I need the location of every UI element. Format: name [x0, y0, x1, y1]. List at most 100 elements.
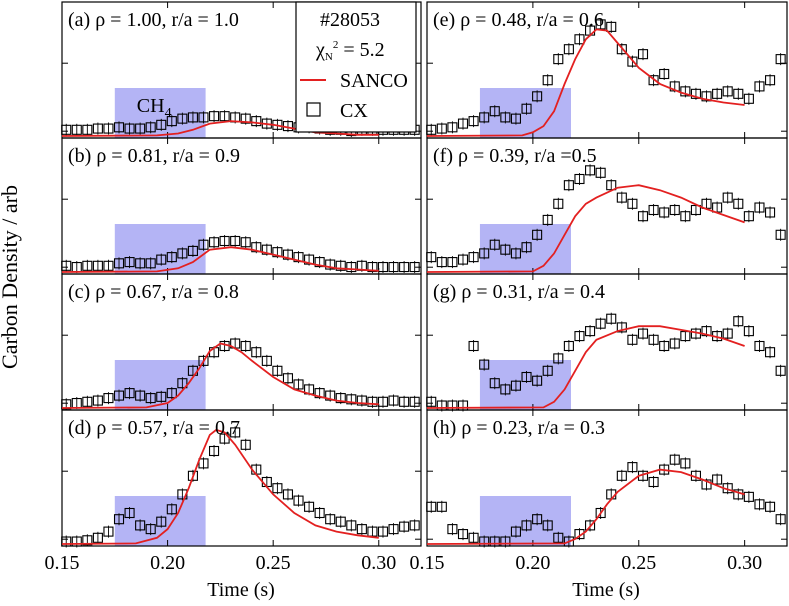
cx-point — [510, 380, 521, 391]
y-axis-label: Carbon Density / arb — [0, 185, 22, 369]
cx-point — [356, 524, 367, 535]
cx-point — [510, 113, 521, 124]
sanco-line — [61, 428, 379, 545]
cx-point — [409, 396, 420, 407]
cx-point — [92, 123, 103, 134]
cx-point — [648, 334, 659, 345]
cx-point — [553, 54, 564, 65]
cx-point — [124, 123, 135, 134]
cx-point — [103, 393, 114, 404]
chi-square-value: = 5.2 — [338, 39, 384, 61]
cx-point — [82, 124, 93, 135]
sanco-line — [426, 184, 745, 273]
cx-point — [553, 353, 564, 364]
cx-point — [606, 21, 617, 32]
cx-point — [637, 49, 649, 60]
cx-point — [616, 192, 627, 203]
cx-point — [187, 112, 198, 123]
cx-point — [240, 113, 251, 124]
cx-point — [314, 388, 325, 399]
cx-point — [521, 103, 532, 114]
cx-point — [388, 524, 399, 535]
panel-1: (b) ρ = 0.81, r/a = 0.9 — [61, 137, 422, 275]
cx-point — [293, 379, 304, 390]
cx-point — [251, 347, 262, 358]
cx-point — [426, 396, 437, 407]
cx-point — [733, 198, 744, 209]
cx-point — [775, 365, 786, 376]
sanco-line — [426, 325, 745, 409]
panel-label: (e) ρ = 0.48, r/a = 0.6 — [433, 9, 604, 31]
cx-point — [198, 458, 209, 469]
puff-window — [479, 360, 571, 410]
cx-point — [637, 211, 649, 222]
cx-point — [457, 529, 469, 540]
cx-point — [733, 316, 744, 327]
cx-point — [92, 395, 103, 406]
panel-0: (a) ρ = 1.00, r/a = 1.0 — [61, 1, 422, 139]
cx-point — [468, 116, 479, 127]
cx-point — [377, 396, 389, 407]
cx-point — [489, 378, 500, 389]
cx-point — [251, 242, 262, 253]
cx-point — [388, 395, 399, 406]
cx-point — [113, 390, 125, 401]
chi-square-label: χN2 = 5.2 — [315, 39, 385, 63]
cx-point — [113, 122, 125, 133]
puff-window — [114, 360, 206, 410]
x-tick-label: 0.15 — [410, 552, 445, 574]
cx-point — [166, 504, 177, 515]
panel-6: (g) ρ = 0.31, r/a = 0.4 — [426, 273, 788, 412]
cx-point — [669, 204, 680, 216]
cx-point — [627, 462, 638, 473]
legend-frame — [295, 1, 417, 133]
cx-point — [388, 261, 399, 273]
cx-point — [346, 520, 357, 531]
cx-point — [574, 34, 585, 45]
cx-point — [447, 122, 458, 133]
cx-point — [198, 239, 209, 250]
cx-point — [690, 88, 701, 99]
cx-point — [335, 393, 346, 404]
cx-point — [627, 334, 638, 345]
cx-point — [219, 111, 230, 122]
cx-point — [595, 507, 606, 519]
panels-layer: (a) ρ = 1.00, r/a = 1.0 (b) ρ = 0.81, r/a… — [45, 1, 788, 574]
cx-point — [272, 365, 283, 376]
cx-point — [616, 470, 627, 481]
cx-point — [500, 384, 511, 395]
x-tick-label: 0.20 — [515, 552, 550, 574]
cx-point — [532, 91, 543, 102]
cx-point — [479, 112, 490, 123]
x-tick-labels: 0.15 0.20 0.25 0.30 0.15 0.20 0.25 0.30 — [45, 552, 763, 574]
cx-point — [261, 244, 272, 255]
cx-point — [208, 445, 220, 457]
cx-point — [166, 116, 177, 127]
cx-point — [585, 326, 596, 337]
cx-point — [314, 507, 325, 519]
cx-point — [103, 123, 114, 134]
legend-sanco-label: SANCO — [340, 70, 408, 92]
cx-point — [754, 340, 765, 352]
shot-number: #28053 — [320, 9, 380, 31]
sanco-line — [61, 342, 379, 409]
cx-point — [479, 248, 490, 259]
cx-point — [113, 514, 125, 525]
cx-point — [722, 86, 733, 97]
cx-point — [135, 520, 146, 531]
cx-point — [426, 124, 437, 135]
cx-point — [426, 501, 437, 512]
panel-label: (h) ρ = 0.23, r/a = 0.3 — [433, 417, 605, 439]
cx-point — [712, 88, 723, 99]
chi-square-subscript: N — [325, 51, 333, 63]
cx-point — [71, 536, 82, 547]
cx-point — [701, 91, 712, 102]
cx-point — [595, 19, 606, 30]
cx-point — [616, 44, 627, 55]
cx-point — [722, 192, 733, 203]
cx-point — [145, 524, 156, 535]
cx-point — [521, 371, 532, 383]
cx-point — [82, 535, 93, 546]
cx-point — [304, 254, 315, 265]
cx-point — [282, 373, 294, 384]
